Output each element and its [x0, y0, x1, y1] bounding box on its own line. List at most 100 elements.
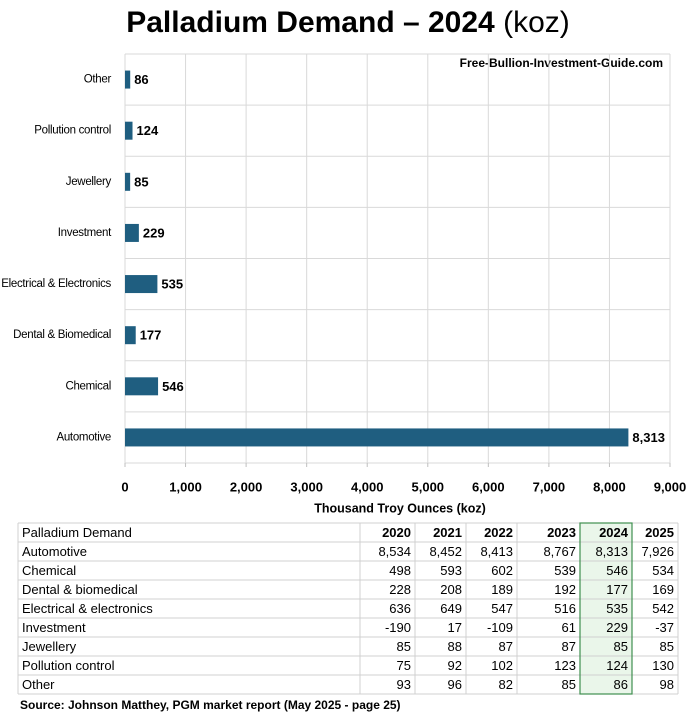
- table-cell: 86: [614, 677, 628, 692]
- value-label: 177: [140, 328, 162, 343]
- table-cell: 602: [491, 563, 513, 578]
- table-cell: 542: [652, 601, 674, 616]
- table-cell: 2025: [645, 525, 674, 540]
- table-cell: 177: [606, 582, 628, 597]
- table-cell: 649: [440, 601, 462, 616]
- table-cell: 93: [397, 677, 411, 692]
- bar: [125, 172, 131, 191]
- y-tick-label: Electrical & Electronics: [1, 278, 111, 290]
- x-tick-label: 8,000: [593, 479, 626, 494]
- table-cell: -109: [487, 620, 513, 635]
- table-cell: 498: [389, 563, 411, 578]
- bar: [125, 326, 136, 345]
- y-tick-label: Jewellery: [66, 176, 112, 188]
- x-tick-label: 1,000: [169, 479, 202, 494]
- table-cell: -37: [655, 620, 674, 635]
- highlight-column: [580, 523, 632, 694]
- y-tick-label: Chemical: [65, 380, 111, 392]
- table-cell: 17: [448, 620, 462, 635]
- table-cell: Automotive: [22, 544, 87, 559]
- table-cell: 8,452: [429, 544, 462, 559]
- x-tick-label: 7,000: [533, 479, 566, 494]
- table-cell: 124: [606, 658, 628, 673]
- table-cell: 189: [491, 582, 513, 597]
- bar: [125, 428, 629, 447]
- table-cell: 534: [652, 563, 674, 578]
- table-cell: 7,926: [641, 544, 674, 559]
- value-label: 8,313: [632, 430, 665, 445]
- table-cell: Investment: [22, 620, 86, 635]
- title-unit: (koz): [503, 6, 570, 39]
- table-cell: -190: [385, 620, 411, 635]
- table-cell: 516: [554, 601, 576, 616]
- table-cell: Dental & biomedical: [22, 582, 138, 597]
- bar: [125, 223, 139, 242]
- x-tick-label: 4,000: [351, 479, 384, 494]
- table-cell: 82: [499, 677, 513, 692]
- x-tick-label: 2,000: [230, 479, 263, 494]
- table-cell: 98: [660, 677, 674, 692]
- table-cell: 2020: [382, 525, 411, 540]
- bar: [125, 121, 133, 140]
- table-cell: Pollution control: [22, 658, 115, 673]
- highlight-border: [579, 522, 633, 695]
- table-cell: Jewellery: [22, 639, 77, 654]
- y-tick-label: Pollution control: [34, 125, 111, 137]
- table-cell: Electrical & electronics: [22, 601, 153, 616]
- bar: [125, 70, 131, 89]
- table-cell: 2022: [484, 525, 513, 540]
- value-label: 86: [134, 72, 148, 87]
- x-tick-label: 5,000: [412, 479, 445, 494]
- value-label: 535: [161, 277, 183, 292]
- table-cell: 96: [448, 677, 462, 692]
- y-tick-label: Automotive: [56, 431, 111, 443]
- x-tick-label: 3,000: [290, 479, 323, 494]
- table-cell: 85: [660, 639, 674, 654]
- table-cell: 546: [606, 563, 628, 578]
- table-cell: 539: [554, 563, 576, 578]
- table-cell: 85: [397, 639, 411, 654]
- table-cell: 192: [554, 582, 576, 597]
- table-cell: 535: [606, 601, 628, 616]
- table-cell: Chemical: [22, 563, 76, 578]
- y-tick-label: Other: [84, 74, 112, 86]
- title-main: Palladium Demand – 2024: [126, 6, 495, 39]
- source: Source: Johnson Matthey, PGM market repo…: [20, 698, 401, 712]
- table-cell: Palladium Demand: [22, 525, 132, 540]
- table-cell: 85: [614, 639, 628, 654]
- table-cell: 8,767: [543, 544, 576, 559]
- table-cell: 636: [389, 601, 411, 616]
- table-cell: 8,313: [595, 544, 628, 559]
- y-tick-label: Investment: [58, 227, 112, 239]
- value-label: 124: [137, 123, 159, 138]
- bar: [125, 275, 158, 294]
- x-tick-label: 0: [121, 479, 128, 494]
- table-cell: 130: [652, 658, 674, 673]
- table-cell: 88: [448, 639, 462, 654]
- table-cell: 2024: [599, 525, 629, 540]
- table-cell: 229: [606, 620, 628, 635]
- x-tick-label: 9,000: [654, 479, 687, 494]
- value-label: 229: [143, 225, 165, 240]
- y-tick-label: Dental & Biomedical: [13, 329, 111, 341]
- table-cell: 547: [491, 601, 513, 616]
- table-cell: 593: [440, 563, 462, 578]
- table-cell: 2023: [547, 525, 576, 540]
- table-cell: 123: [554, 658, 576, 673]
- chart-title: Palladium Demand – 2024 (koz): [126, 6, 570, 39]
- table-cell: 75: [397, 658, 411, 673]
- table-cell: 8,534: [378, 544, 411, 559]
- table-cell: Other: [22, 677, 55, 692]
- table-cell: 85: [562, 677, 576, 692]
- table-cell: 87: [499, 639, 513, 654]
- table-cell: 169: [652, 582, 674, 597]
- value-label: 85: [134, 174, 148, 189]
- bar: [125, 377, 159, 396]
- table-cell: 208: [440, 582, 462, 597]
- table-cell: 87: [562, 639, 576, 654]
- table-cell: 8,413: [480, 544, 513, 559]
- table-cell: 2021: [433, 525, 462, 540]
- x-axis-title: Thousand Troy Ounces (koz): [314, 501, 486, 515]
- watermark: Free-Bullion-Investment-Guide.com: [460, 56, 663, 70]
